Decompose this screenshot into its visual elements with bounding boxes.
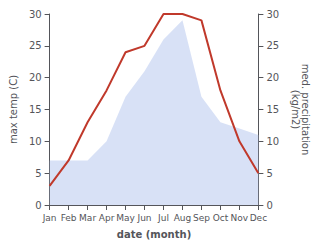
svg-text:30: 30 — [29, 9, 42, 20]
svg-text:(kg/m2): (kg/m2) — [290, 90, 301, 130]
svg-text:25: 25 — [29, 40, 42, 51]
svg-text:10: 10 — [266, 136, 279, 147]
svg-text:Jan: Jan — [42, 213, 57, 223]
svg-text:Oct: Oct — [213, 213, 229, 223]
svg-text:Mar: Mar — [79, 213, 96, 223]
svg-text:Dec: Dec — [250, 213, 267, 223]
svg-text:5: 5 — [266, 168, 272, 179]
svg-text:May: May — [116, 213, 135, 223]
svg-text:Nov: Nov — [231, 213, 249, 223]
svg-text:0: 0 — [35, 200, 41, 211]
svg-text:15: 15 — [266, 104, 279, 115]
svg-text:Feb: Feb — [61, 213, 77, 223]
svg-text:5: 5 — [35, 168, 41, 179]
svg-text:Sep: Sep — [193, 213, 210, 223]
svg-text:0: 0 — [266, 200, 272, 211]
svg-text:25: 25 — [266, 40, 279, 51]
svg-text:Aug: Aug — [174, 213, 192, 223]
svg-text:med. precipitation: med. precipitation — [299, 63, 311, 156]
svg-text:max temp (C): max temp (C) — [8, 75, 19, 144]
svg-text:15: 15 — [29, 104, 42, 115]
svg-text:20: 20 — [29, 72, 42, 83]
svg-text:10: 10 — [29, 136, 42, 147]
svg-text:date (month): date (month) — [117, 229, 191, 240]
svg-text:Jul: Jul — [157, 213, 169, 223]
svg-text:Jun: Jun — [136, 213, 151, 223]
svg-text:20: 20 — [266, 72, 279, 83]
svg-text:30: 30 — [266, 9, 279, 20]
svg-text:Apr: Apr — [99, 213, 115, 223]
